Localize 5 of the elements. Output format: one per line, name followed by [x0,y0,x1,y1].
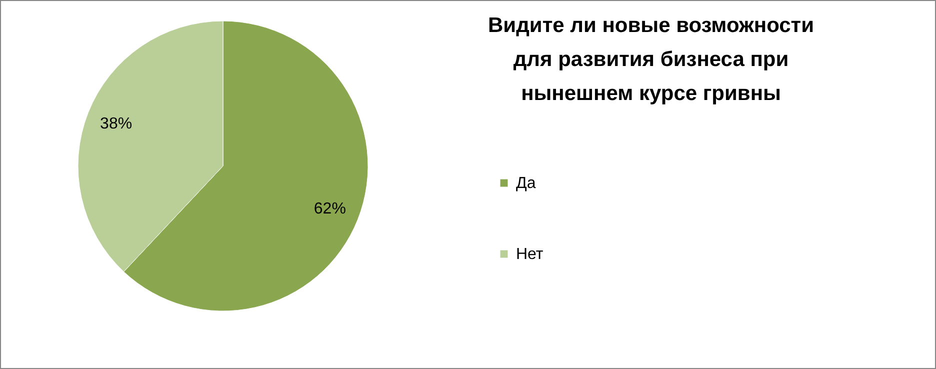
data-label: 62% [314,200,346,218]
legend-label: Да [516,175,536,192]
data-label: 38% [100,116,132,133]
text: Видите ли новые возможности для развития бизнеса при нынешнем курсе гривны [488,14,814,105]
legend-label: Нет [516,246,544,263]
